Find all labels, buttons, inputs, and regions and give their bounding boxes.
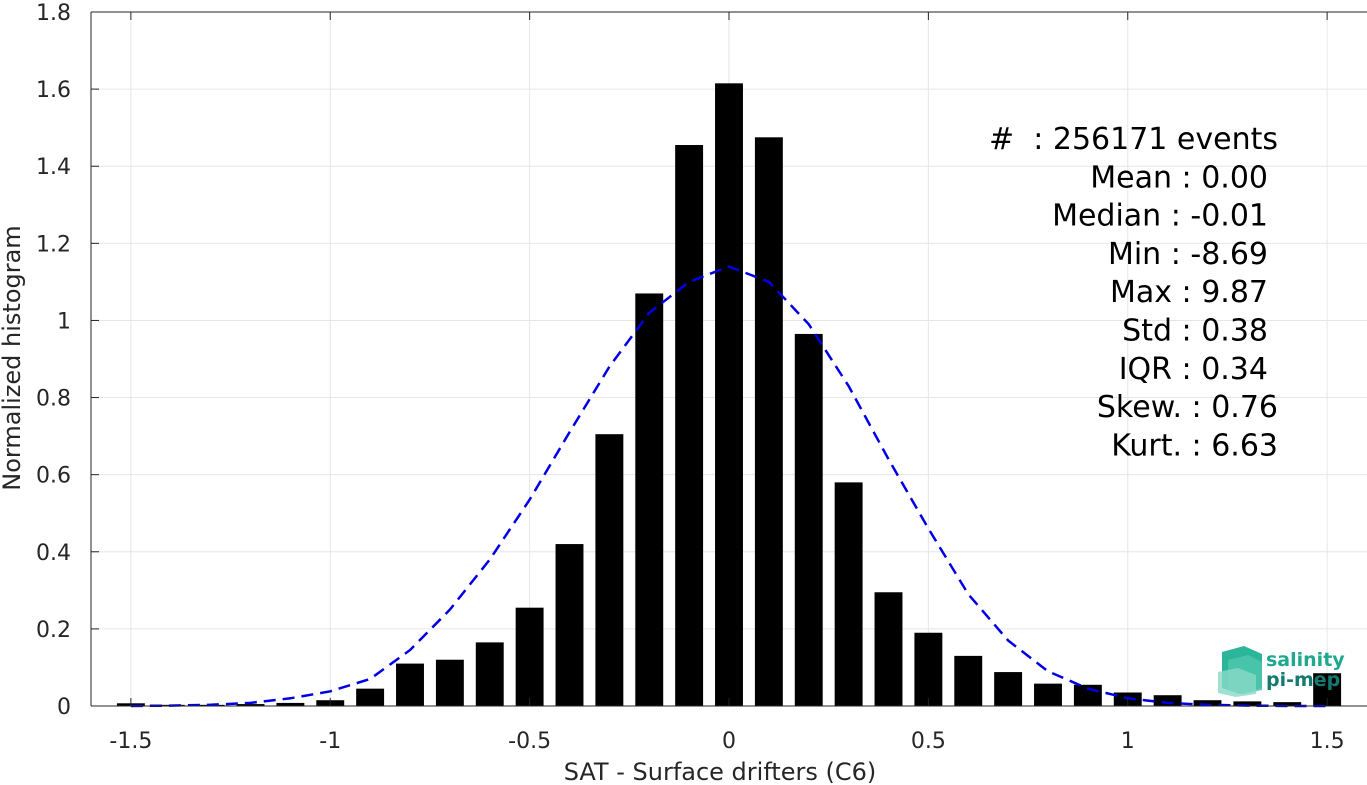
histogram-bar (515, 607, 544, 706)
stat-line: Mean : 0.00 (1090, 160, 1268, 195)
logo-text-salinity: salinity (1266, 649, 1345, 671)
y-axis-ticks: 0 0.2 0.4 0.6 0.8 1 1.2 1.4 1.6 1.8 (36, 1, 99, 720)
histogram-bar (954, 655, 983, 706)
logo-text-pi-mep: pi-mep (1266, 669, 1340, 691)
y-axis-title: Normalized histogram (0, 225, 26, 490)
histogram-bar (794, 333, 823, 706)
stat-line: IQR : 0.34 (1119, 352, 1268, 387)
histogram-bar (475, 642, 504, 706)
x-tick-label: -1.5 (109, 729, 152, 754)
x-tick-label: 1.5 (1310, 729, 1345, 754)
y-tick-label: 0 (57, 695, 71, 720)
x-axis-ticks: -1.5 -1 -0.5 0 0.5 1 1.5 (109, 12, 1345, 754)
y-tick-label: 1.6 (36, 78, 71, 103)
histogram-bar (1273, 702, 1302, 706)
histogram-bar (635, 293, 664, 706)
y-tick-label: 1.2 (36, 232, 71, 257)
histogram-bar (595, 434, 624, 706)
histogram-bar (435, 659, 464, 706)
histogram-bar (874, 592, 903, 706)
histogram-bar (834, 482, 863, 706)
histogram-bar (914, 632, 943, 706)
salinity-pi-mep-logo: salinity pi-mep (1218, 646, 1345, 697)
histogram-bar (276, 702, 305, 706)
y-tick-label: 0.4 (36, 541, 71, 566)
histogram-bar (236, 704, 265, 706)
histogram-bars (116, 83, 1342, 707)
y-tick-label: 0.6 (36, 464, 71, 489)
x-tick-label: -0.5 (508, 729, 551, 754)
histogram-bar (675, 145, 704, 706)
x-tick-label: 0.5 (911, 729, 946, 754)
histogram-bar (1153, 695, 1182, 706)
x-tick-label: 0 (722, 729, 736, 754)
y-tick-label: 1.4 (36, 155, 71, 180)
x-axis-title: SAT - Surface drifters (C6) (564, 758, 877, 785)
y-tick-label: 0.2 (36, 618, 71, 643)
histogram-bar (396, 663, 424, 706)
stat-line: Median : -0.01 (1052, 199, 1268, 234)
histogram-bar (1233, 701, 1262, 706)
x-tick-label: -1 (319, 729, 341, 754)
y-tick-label: 0.8 (36, 387, 71, 412)
stat-line: Kurt. : 6.63 (1111, 428, 1278, 463)
histogram-bar (1034, 683, 1062, 706)
stat-line: Max : 9.87 (1110, 275, 1268, 310)
stat-line: Skew. : 0.76 (1097, 390, 1278, 425)
x-tick-label: 1 (1121, 729, 1135, 754)
stat-line: # : 256171 events (989, 122, 1278, 157)
histogram-bar (356, 688, 385, 706)
y-tick-label: 1.8 (36, 1, 71, 26)
stat-line: Min : -8.69 (1108, 237, 1268, 272)
stat-line: Std : 0.38 (1122, 314, 1268, 349)
y-tick-label: 1 (57, 309, 71, 334)
histogram-bar (754, 137, 783, 707)
histogram-bar (1193, 700, 1222, 706)
logo-wave-icon (1218, 646, 1262, 697)
histogram-bar (994, 672, 1023, 706)
histogram-bar (715, 83, 743, 707)
histogram-bar (555, 544, 584, 706)
